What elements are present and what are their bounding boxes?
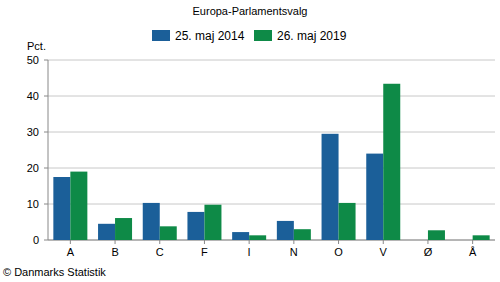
x-tick-mark xyxy=(293,240,294,244)
x-tick-label: I xyxy=(248,246,251,258)
bar xyxy=(366,154,383,240)
bar xyxy=(160,226,177,240)
x-tick-mark xyxy=(249,240,250,244)
bar xyxy=(115,218,132,240)
y-tick-label: 20 xyxy=(27,162,39,174)
x-tick-mark xyxy=(383,240,384,244)
grid-line xyxy=(48,132,495,133)
x-tick-mark xyxy=(159,240,160,244)
legend-label: 26. maj 2019 xyxy=(277,29,347,43)
x-tick-label: Å xyxy=(469,246,477,258)
bar xyxy=(187,212,204,240)
y-tick-label: 50 xyxy=(27,54,39,66)
bar xyxy=(339,203,356,240)
x-tick-mark xyxy=(204,240,205,244)
grid-line xyxy=(48,60,495,61)
bar xyxy=(383,84,400,240)
grid-line xyxy=(48,204,495,205)
bar xyxy=(294,229,311,240)
x-tick-label: B xyxy=(111,246,118,258)
bar xyxy=(322,134,339,240)
x-tick-label: V xyxy=(380,246,388,258)
bar xyxy=(143,203,160,240)
legend: 25. maj 2014 26. maj 2019 xyxy=(152,29,347,43)
legend-label: 25. maj 2014 xyxy=(175,29,245,43)
x-tick-mark xyxy=(472,240,473,244)
tick-mark xyxy=(44,240,48,241)
x-tick-label: C xyxy=(156,246,164,258)
tick-mark xyxy=(44,60,48,61)
bar xyxy=(70,172,87,240)
bar xyxy=(428,230,445,240)
bar xyxy=(249,235,266,240)
y-tick-label: 30 xyxy=(27,126,39,138)
x-tick-mark xyxy=(338,240,339,244)
y-axis xyxy=(48,60,49,240)
tick-mark xyxy=(44,132,48,133)
x-tick-label: Ø xyxy=(424,246,433,258)
x-tick-mark xyxy=(115,240,116,244)
title: Europa-Parlamentsvalg xyxy=(193,5,308,17)
x-tick-mark xyxy=(70,240,71,244)
bar xyxy=(204,205,221,240)
grid-line xyxy=(48,96,495,97)
tick-mark xyxy=(44,204,48,205)
x-tick-label: A xyxy=(67,246,75,258)
bar xyxy=(277,221,294,240)
x-tick-label: F xyxy=(201,246,208,258)
y-tick-label: 40 xyxy=(27,90,39,102)
tick-mark xyxy=(44,96,48,97)
bar xyxy=(98,224,115,240)
x-tick-mark xyxy=(427,240,428,244)
y-axis-label: Pct. xyxy=(27,40,46,52)
x-tick-label: N xyxy=(290,246,298,258)
legend-swatch xyxy=(152,30,170,41)
chart: Europa-Parlamentsvalg 25. maj 2014 26. maj… xyxy=(0,0,500,282)
y-tick-label: 10 xyxy=(27,198,39,210)
bar xyxy=(53,177,70,240)
tick-mark xyxy=(44,168,48,169)
x-tick-label: O xyxy=(334,246,343,258)
bar xyxy=(473,235,490,240)
bar xyxy=(232,232,249,240)
source: © Danmarks Statistik xyxy=(3,266,106,278)
y-tick-label: 0 xyxy=(33,234,39,246)
grid-line xyxy=(48,168,495,169)
bars xyxy=(53,84,489,240)
legend-swatch xyxy=(254,30,272,41)
